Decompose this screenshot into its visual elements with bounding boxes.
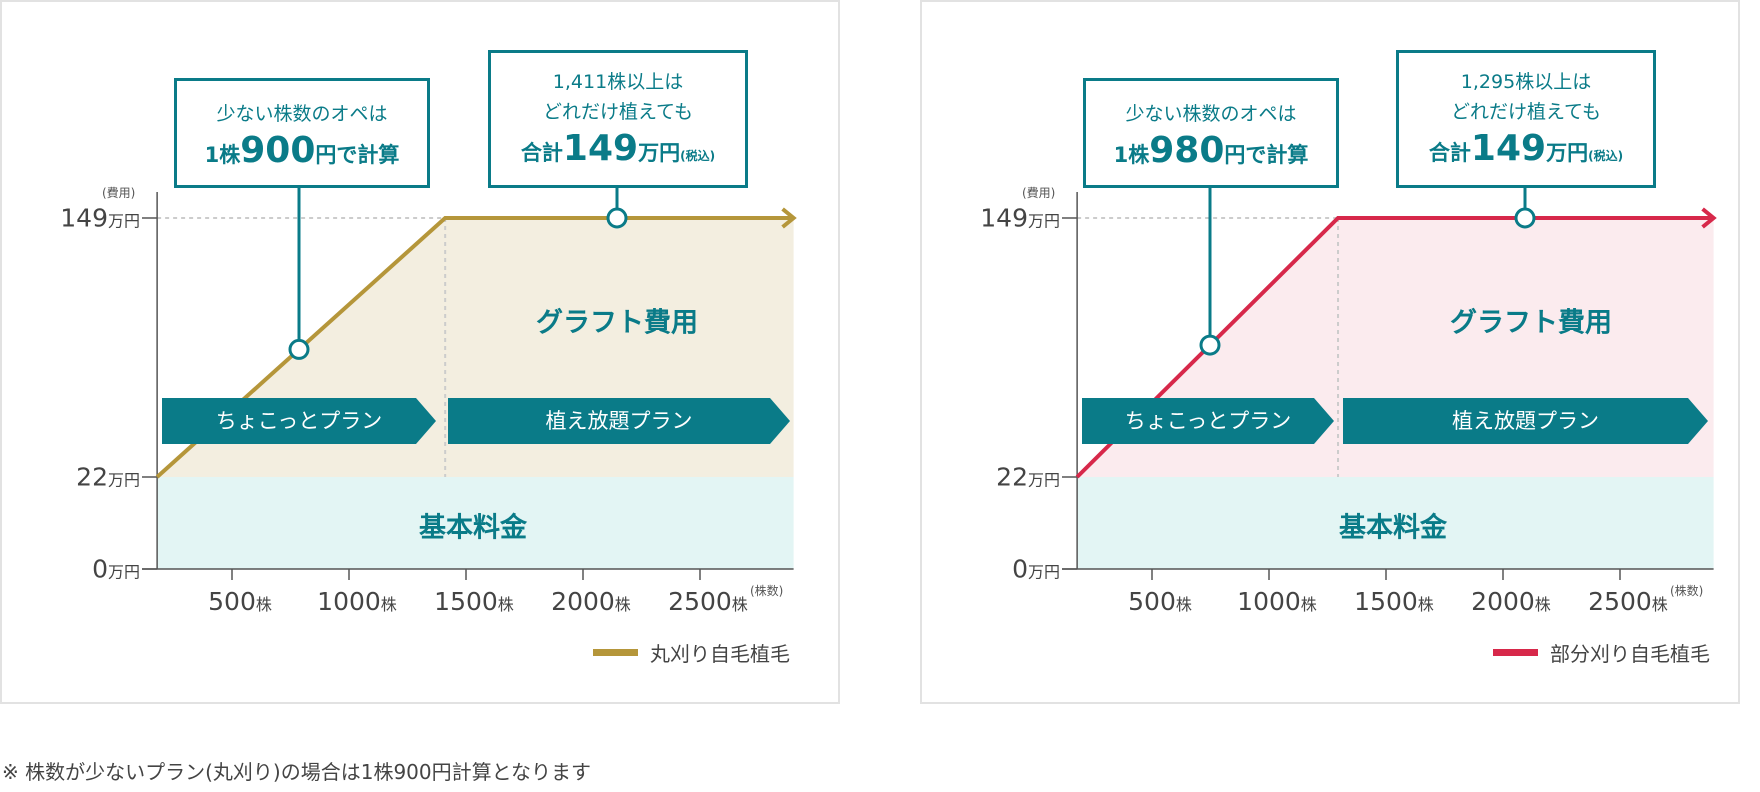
series-line — [155, 216, 794, 479]
x-tick-label: 500株 — [1128, 587, 1192, 616]
chart-panel-partial-shave: (費用) (株数) 149万円 22万円 0万円 500株 1000株 1500… — [920, 0, 1740, 704]
base-fee-label: 基本料金 — [419, 512, 527, 544]
arrow-head — [781, 207, 797, 229]
callout-cap: 1,295株以上は どれだけ植えても 合計149万円(税込) — [1396, 50, 1656, 188]
x-tick-label: 2000株 — [1471, 587, 1551, 616]
legend-swatch — [1493, 649, 1538, 656]
legend: 丸刈り自毛植毛 — [593, 638, 790, 667]
graft-fee-label: グラフト費用 — [536, 307, 698, 339]
x-tick-label: 1000株 — [317, 587, 397, 616]
x-tick-label: 2500株 — [668, 587, 748, 616]
y-tick-label: 149万円 — [980, 203, 1060, 233]
y-axis-unit: (費用) — [1022, 186, 1056, 200]
callout-marker — [606, 207, 628, 229]
arrow-head — [1701, 207, 1717, 229]
y-tick-label: 0万円 — [1012, 554, 1060, 584]
chart-panel-round-shave: (費用) (株数) 149万円 22万円 0万円 500株 1000株 1500… — [0, 0, 840, 704]
legend-label: 部分刈り自毛植毛 — [1550, 642, 1710, 666]
y-axis-unit: (費用) — [102, 186, 136, 200]
unlimited-plan-ribbon: 植え放題プラン — [1343, 398, 1708, 444]
callout-cap: 1,411株以上は どれだけ植えても 合計149万円(税込) — [488, 50, 748, 188]
x-tick-label: 500株 — [208, 587, 272, 616]
x-tick-label: 2500株 — [1588, 587, 1668, 616]
callout-marker — [1514, 207, 1536, 229]
x-axis-unit: (株数) — [1670, 584, 1704, 598]
footnote: ※ 株数が少ないプラン(丸刈り)の場合は1株900円計算となります — [2, 760, 592, 784]
y-tick-label: 22万円 — [76, 462, 140, 492]
callout-low-count: 少ない株数のオペは 1株900円で計算 — [174, 78, 430, 188]
callout-low-count: 少ない株数のオペは 1株980円で計算 — [1083, 78, 1339, 188]
base-fee-area — [157, 477, 794, 569]
y-tick-label: 149万円 — [60, 203, 140, 233]
unlimited-plan-ribbon: 植え放題プラン — [448, 398, 790, 444]
base-fee-area — [1077, 477, 1714, 569]
series-line — [1075, 216, 1714, 479]
callout-marker — [1199, 334, 1221, 356]
legend-swatch — [593, 649, 638, 656]
legend-label: 丸刈り自毛植毛 — [650, 642, 790, 666]
callout-marker — [288, 338, 310, 360]
x-tick-label: 1500株 — [434, 587, 514, 616]
graft-fee-label: グラフト費用 — [1450, 307, 1612, 339]
small-plan-ribbon: ちょこっとプラン — [162, 398, 436, 444]
y-tick-label: 0万円 — [92, 554, 140, 584]
x-axis-unit: (株数) — [750, 584, 784, 598]
base-fee-label: 基本料金 — [1339, 512, 1447, 544]
small-plan-ribbon: ちょこっとプラン — [1082, 398, 1334, 444]
x-tick-label: 2000株 — [551, 587, 631, 616]
x-tick-label: 1000株 — [1237, 587, 1317, 616]
x-tick-label: 1500株 — [1354, 587, 1434, 616]
y-tick-label: 22万円 — [996, 462, 1060, 492]
legend: 部分刈り自毛植毛 — [1493, 638, 1710, 667]
